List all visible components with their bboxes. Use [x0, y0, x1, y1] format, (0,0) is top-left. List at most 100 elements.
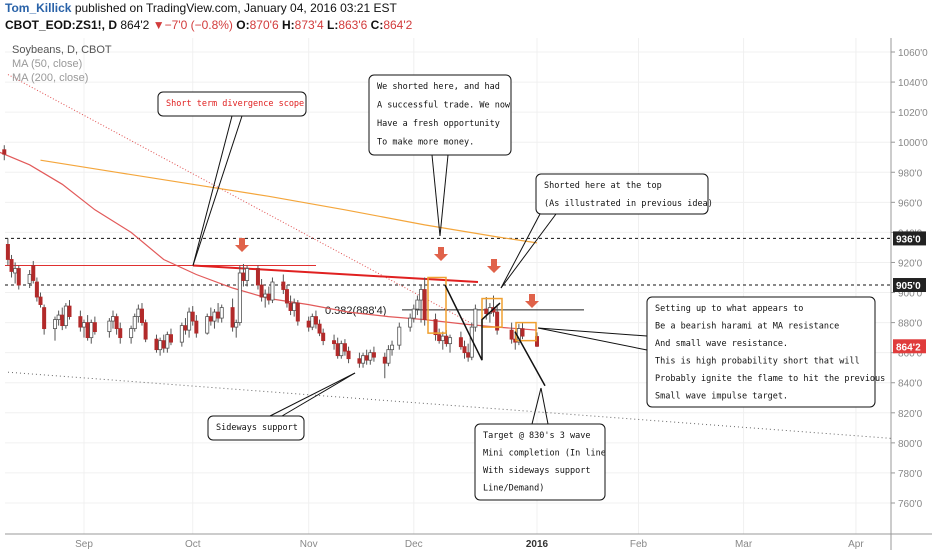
- wave-line-1: [444, 284, 501, 361]
- y-tick-label: 960'0: [898, 198, 923, 209]
- candle-body: [332, 340, 337, 345]
- y-tick-label: 800'0: [898, 439, 923, 450]
- candle-body: [361, 355, 366, 364]
- last-price: 864'2: [120, 18, 150, 32]
- candles[interactable]: [0, 115, 540, 379]
- candle-body: [9, 259, 14, 272]
- shorted-callout-pointer: [431, 154, 441, 237]
- legend-title[interactable]: Soybeans, D, CBOT: [12, 44, 112, 56]
- candle-body: [187, 311, 192, 331]
- axes[interactable]: 1060'01040'01020'01000'0980'0960'0940'09…: [5, 38, 932, 550]
- legend-ma50[interactable]: MA (50, close): [12, 58, 83, 70]
- candle-body: [114, 316, 119, 330]
- candle-body: [292, 302, 297, 311]
- harami-callout-text: Setting up to what appears to: [655, 304, 803, 314]
- candle-body: [154, 338, 159, 351]
- divergence-callout-pointer: [192, 115, 243, 266]
- harami-callout-pointer: [537, 327, 648, 337]
- candle-body: [219, 307, 224, 319]
- published-text: published on TradingView.com, January 04…: [74, 1, 397, 15]
- candle-body: [535, 336, 540, 347]
- shorted-callout-box: [368, 74, 512, 156]
- candle-body: [78, 316, 83, 328]
- candle-body: [448, 337, 453, 345]
- y-tick-label: 860'0: [898, 349, 923, 360]
- shorted-callout-text: A successful trade. We now: [377, 101, 511, 111]
- candle-body: [194, 320, 199, 334]
- divergence-callout-pointer: [192, 115, 233, 266]
- candle-body: [53, 319, 58, 330]
- candle-body: [92, 322, 97, 333]
- top-callout-text: (As illustrated in previous idea): [544, 199, 713, 209]
- candle-body: [321, 332, 326, 342]
- open-value: 870'6: [249, 18, 279, 32]
- candle-body: [143, 322, 148, 340]
- fib-label: 0.382(888'4): [325, 305, 386, 317]
- harami-callout-text: And small wave resistance.: [655, 339, 788, 349]
- low-value: 863'6: [338, 18, 368, 32]
- high-value: 873'4: [294, 18, 324, 32]
- candle-body: [444, 335, 449, 345]
- harami-callout-text: This is high probability short that will: [655, 357, 860, 367]
- sideways-callout-box: [207, 415, 305, 441]
- chart-header: Tom_Killick published on TradingView.com…: [0, 0, 932, 38]
- shorted-callout-pointer: [439, 154, 449, 237]
- candle-body: [27, 274, 32, 284]
- divergence-callout-box: [157, 91, 307, 117]
- candle-body: [458, 337, 463, 348]
- candle-body: [205, 316, 210, 334]
- candle-body: [462, 346, 467, 354]
- price-chart[interactable]: 0.382(888'4) Short term divergence scope…: [0, 38, 932, 550]
- y-tick-label: 760'0: [898, 499, 923, 510]
- target-callout-text: Line/Demand): [483, 484, 544, 494]
- candle-body: [364, 355, 369, 361]
- harami-callout-box: [646, 296, 876, 408]
- y-tick-label: 1060'0: [898, 48, 928, 59]
- candle-body: [208, 316, 213, 322]
- candle-body: [440, 335, 445, 342]
- candle-body: [422, 289, 427, 320]
- x-tick-label: 2016: [526, 539, 549, 550]
- candle-body: [509, 329, 514, 340]
- quote-line: CBOT_EOD:ZS1!, D 864'2 ▼−7'0 (−0.8%) O:8…: [5, 18, 412, 32]
- shorted-callout-text: To make more money.: [377, 138, 474, 148]
- y-tick-label: 840'0: [898, 379, 923, 390]
- divergence-callout-text: Short term divergence scope: [166, 99, 304, 109]
- candle-body: [390, 344, 395, 351]
- target-callout-text: Mini completion (In line: [483, 449, 606, 459]
- candle-body: [371, 352, 376, 358]
- y-tick-label: 1040'0: [898, 78, 928, 89]
- top-callout-pointer: [500, 213, 557, 289]
- publish-line: Tom_Killick published on TradingView.com…: [5, 1, 397, 15]
- candle-body: [129, 328, 134, 339]
- candle-body: [466, 352, 471, 358]
- sideways-callout-pointer: [269, 372, 356, 417]
- candle-body: [342, 343, 347, 352]
- sideways-callout-pointer: [281, 372, 356, 417]
- candle-body: [42, 307, 47, 330]
- y-tick-label: 1020'0: [898, 108, 928, 119]
- author-link[interactable]: Tom_Killick: [5, 1, 72, 15]
- candle-body: [310, 316, 315, 328]
- level-tag-bg: [893, 278, 926, 293]
- candle-body: [85, 322, 90, 339]
- candle-body: [411, 308, 416, 319]
- candle-body: [357, 358, 362, 364]
- divergence-slope-line: [192, 264, 479, 284]
- candle-body: [415, 299, 420, 310]
- candle-body: [255, 268, 260, 286]
- down-arrow-icon: [434, 247, 448, 261]
- candle-body: [82, 322, 87, 328]
- down-arrow-icon: ▼: [152, 18, 165, 32]
- harami-callout-text: Small wave impulse target.: [655, 392, 788, 402]
- candle-body: [419, 289, 424, 301]
- x-tick-label: Oct: [185, 539, 201, 550]
- candle-body: [234, 322, 239, 328]
- x-tick-label: Sep: [75, 539, 93, 550]
- candle-body: [158, 340, 163, 351]
- candle-body: [284, 289, 289, 304]
- candle-body: [216, 311, 221, 319]
- x-tick-label: Feb: [630, 539, 648, 550]
- legend-ma200[interactable]: MA (200, close): [12, 72, 89, 84]
- down-arrow-icon: [235, 238, 249, 252]
